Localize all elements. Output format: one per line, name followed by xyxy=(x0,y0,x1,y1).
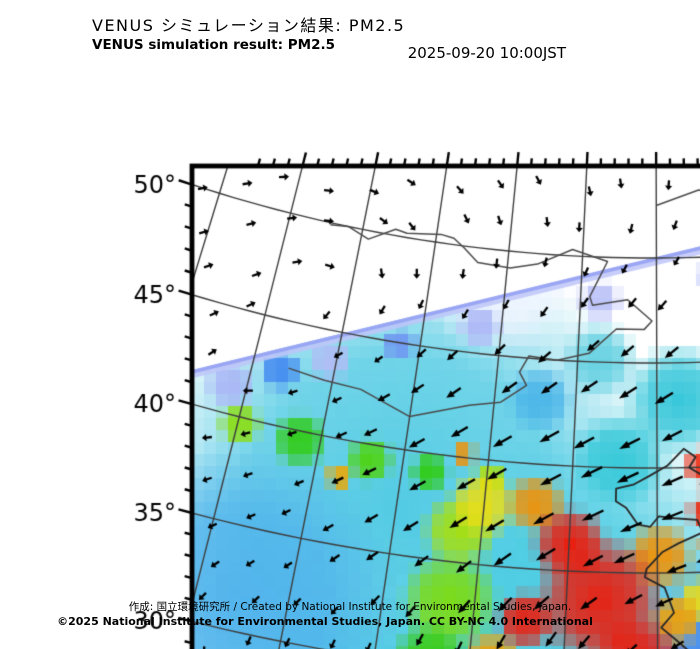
copyright-line: ©2025 National Institute for Environment… xyxy=(57,615,593,628)
page-title-english: VENUS simulation result: PM2.5 xyxy=(92,37,335,53)
timestamp-label: 2025-09-20 10:00JST xyxy=(407,44,566,62)
credit-line: 作成: 国立環境研究所 / Created by National Instit… xyxy=(128,601,572,613)
page-title-japanese: VENUS シミュレーション結果: PM2.5 xyxy=(92,16,406,35)
